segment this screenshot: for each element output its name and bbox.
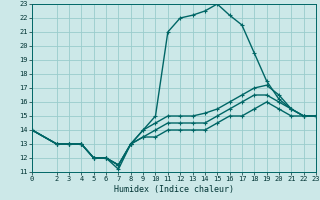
X-axis label: Humidex (Indice chaleur): Humidex (Indice chaleur) [114, 185, 234, 194]
